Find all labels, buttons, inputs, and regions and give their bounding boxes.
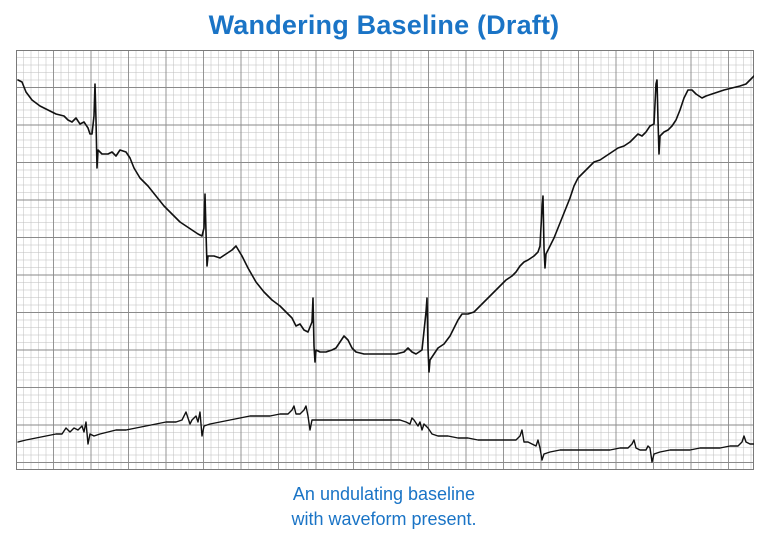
ecg-trace-wandering-baseline (17, 75, 754, 373)
strip-border (16, 50, 754, 470)
page-title: Wandering Baseline (Draft) (208, 10, 560, 40)
ecg-trace-lower-lead (17, 405, 754, 463)
ecg-rhythm-strip (16, 50, 754, 470)
grid-minor-lines (16, 50, 754, 470)
caption-line-2: with waveform present. (291, 509, 477, 529)
caption-line-1: An undulating baseline (292, 484, 476, 504)
figure-caption: An undulating baseline with waveform pre… (0, 482, 768, 532)
